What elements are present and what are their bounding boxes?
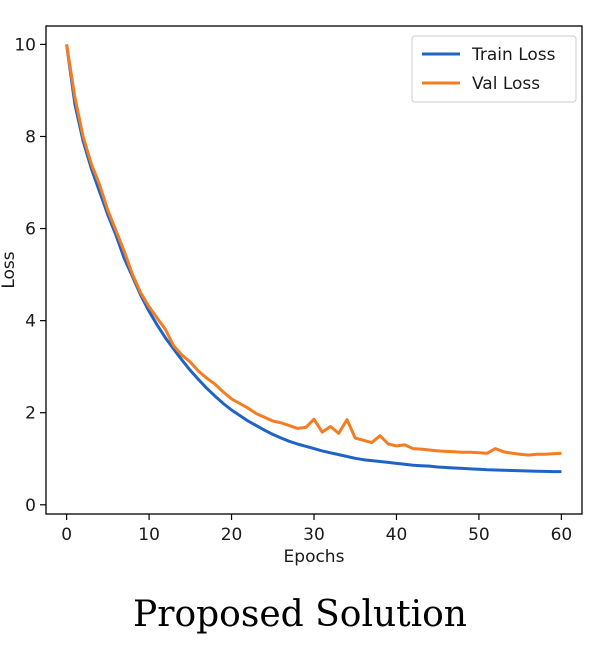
x-tick-label: 20 [221, 525, 243, 545]
series-lines [65, 44, 562, 474]
figure-caption: Proposed Solution [133, 594, 467, 635]
x-tick-label: 0 [61, 525, 72, 545]
y-axis-ticks: 0 2 4 6 8 10 [14, 35, 46, 516]
legend-label: Val Loss [472, 74, 540, 94]
y-tick-label: 8 [25, 127, 36, 147]
legend-label: Train Loss [471, 45, 556, 65]
y-tick-label: 10 [14, 35, 36, 55]
x-tick-label: 30 [303, 525, 325, 545]
y-tick-label: 0 [25, 496, 36, 516]
legend: Train Loss Val Loss [411, 35, 577, 103]
y-tick-label: 6 [25, 220, 36, 240]
x-tick-label: 60 [551, 525, 573, 545]
x-axis-ticks: 0 10 20 30 40 50 60 [61, 514, 572, 545]
x-tick-label: 10 [138, 525, 160, 545]
x-tick-label: 50 [468, 525, 490, 545]
series-line-0 [65, 44, 562, 474]
series-line-1 [65, 44, 562, 457]
x-axis-label: Epochs [284, 547, 345, 567]
x-tick-label: 40 [386, 525, 408, 545]
loss-chart: 0 10 20 30 40 50 60 0 2 4 6 8 10 Epochs Loss Train … [0, 25, 583, 567]
y-tick-label: 2 [25, 404, 36, 424]
y-tick-label: 4 [25, 312, 36, 332]
y-axis-label: Loss [0, 251, 19, 288]
